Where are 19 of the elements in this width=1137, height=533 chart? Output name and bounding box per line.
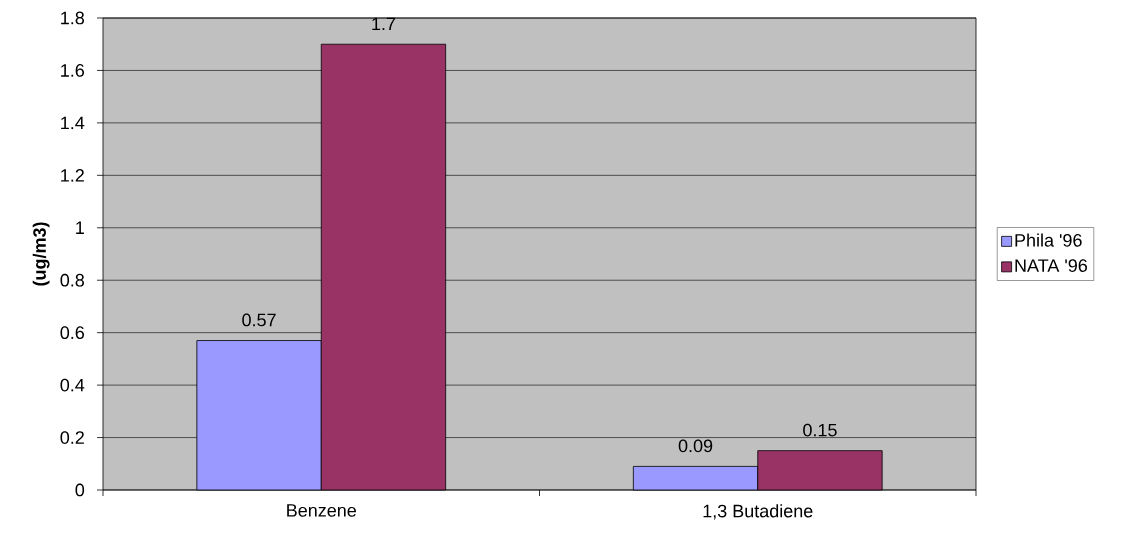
data-label: 0.57 [242,313,276,327]
y-axis-title: (ug/m3) [32,222,50,286]
y-tick-label: 0.2 [60,431,84,444]
y-tick-label: 1.8 [61,11,85,25]
data-label: 0.09 [678,439,713,453]
legend-label: Phila '96 [1015,233,1082,247]
y-tick-label: 1.2 [61,169,84,182]
y-tick-label: 0 [75,483,85,497]
x-tick-label: 1,3 Butadiene [703,504,813,520]
y-tick-label: 1.6 [61,64,85,77]
y-tick-label: 1 [76,221,84,234]
y-tick-label: 0.4 [60,378,85,392]
data-label: 1.7 [372,17,396,31]
y-tick-label: 0.8 [60,273,85,287]
data-label: 0.15 [803,423,837,437]
y-tick-label: 1.4 [61,116,85,130]
x-tick-label: Benzene [287,504,356,517]
y-tick-label: 0.6 [60,326,85,340]
legend-label: NATA '96 [1015,259,1088,272]
